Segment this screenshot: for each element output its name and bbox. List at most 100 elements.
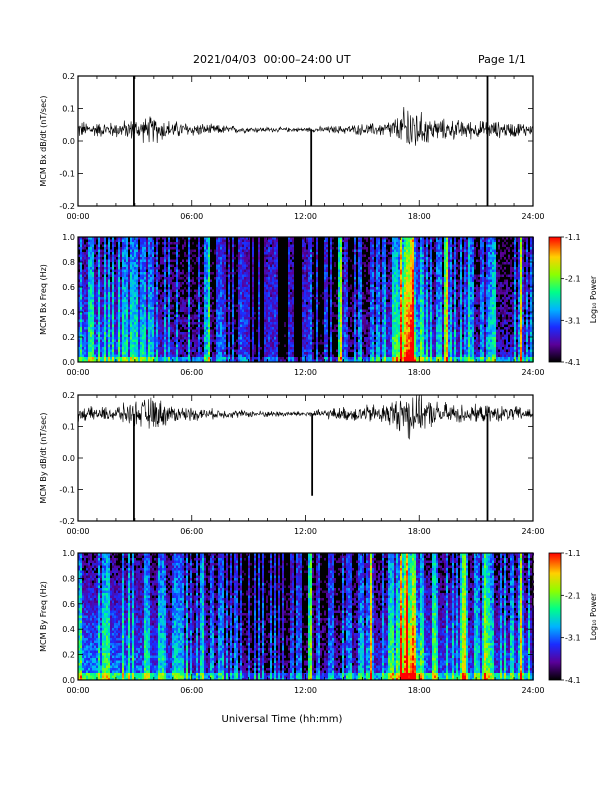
spectrogram-cell <box>126 324 128 327</box>
spectrogram-cell <box>90 264 92 267</box>
spectrogram-cell <box>116 299 118 302</box>
spectrogram-cell <box>276 237 278 240</box>
spectrogram-cell <box>240 272 242 275</box>
spectrogram-cell <box>192 337 194 340</box>
spectrogram-cell <box>320 357 322 360</box>
spectrogram-cell <box>106 327 108 330</box>
spectrogram-cell <box>240 277 242 280</box>
spectrogram-cell <box>158 289 160 292</box>
spectrogram-cell <box>240 289 242 292</box>
spectrogram-cell <box>150 342 152 345</box>
spectrogram-cell <box>164 259 166 262</box>
spectrogram-cell <box>110 319 112 322</box>
spectrogram-cell <box>150 254 152 257</box>
spectrogram-cell <box>142 314 144 317</box>
spectrogram-cell <box>154 334 156 337</box>
spectrogram-cell <box>222 339 224 342</box>
spectrogram-cell <box>242 259 244 262</box>
spectrogram-cell <box>264 274 266 277</box>
spectrogram-cell <box>248 264 250 267</box>
spectrogram-cell <box>184 252 186 255</box>
spectrogram-cell <box>94 299 96 302</box>
spectrogram-cell <box>224 237 226 240</box>
spectrogram-cell <box>304 347 306 350</box>
spectrogram-cell <box>198 349 200 352</box>
spectrogram-cell <box>258 332 260 335</box>
spectrogram-cell <box>338 327 340 330</box>
spectrogram-cell <box>198 294 200 297</box>
spectrogram-cell <box>278 357 280 360</box>
spectrogram-cell <box>110 294 112 297</box>
spectrogram-cell <box>114 352 116 355</box>
spectrogram-cell <box>268 352 270 355</box>
spectrogram-cell <box>304 279 306 282</box>
spectrogram-cell <box>146 249 148 252</box>
spectrogram-cell <box>158 324 160 327</box>
spectrogram-cell <box>128 292 130 295</box>
spectrogram-cell <box>110 339 112 342</box>
spectrogram-cell <box>126 282 128 285</box>
spectrogram-cell <box>246 307 248 310</box>
spectrogram-cell <box>242 347 244 350</box>
spectrogram-cell <box>266 274 268 277</box>
spectrogram-cell <box>238 294 240 297</box>
spectrogram-cell <box>208 274 210 277</box>
spectrogram-cell <box>94 287 96 290</box>
spectrogram-cell <box>252 259 254 262</box>
spectrogram-cell <box>86 339 88 342</box>
spectrogram-cell <box>268 269 270 272</box>
spectrogram-cell <box>176 294 178 297</box>
spectrogram-cell <box>330 239 332 242</box>
spectrogram-cell <box>100 284 102 287</box>
spectrogram-cell <box>118 254 120 257</box>
spectrogram-cell <box>224 327 226 330</box>
spectrogram-cell <box>194 282 196 285</box>
spectrogram-cell <box>274 287 276 290</box>
spectrogram-cell <box>292 309 294 312</box>
spectrogram-cell <box>222 322 224 325</box>
spectrogram-cell <box>204 359 206 362</box>
spectrogram-cell <box>188 237 190 240</box>
spectrogram-cell <box>82 327 84 330</box>
spectrogram-cell <box>126 242 128 245</box>
spectrogram-cell <box>102 272 104 275</box>
spectrogram-cell <box>128 309 130 312</box>
spectrogram-cell <box>130 284 132 287</box>
spectrogram-cell <box>288 279 290 282</box>
spectrogram-cell <box>82 237 84 240</box>
spectrogram-cell <box>168 282 170 285</box>
spectrogram-cell <box>148 352 150 355</box>
spectrogram-cell <box>222 287 224 290</box>
spectrogram-cell <box>330 292 332 295</box>
spectrogram-cell <box>338 354 340 357</box>
spectrogram-cell <box>240 252 242 255</box>
spectrogram-cell <box>82 359 84 362</box>
spectrogram-cell <box>146 342 148 345</box>
spectrogram-cell <box>134 334 136 337</box>
spectrogram-cell <box>152 274 154 277</box>
spectrogram-cell <box>120 274 122 277</box>
spectrogram-cell <box>334 302 336 305</box>
spectrogram-cell <box>330 279 332 282</box>
spectrogram-cell <box>98 257 100 260</box>
spectrogram-cell <box>82 349 84 352</box>
spectrogram-cell <box>126 339 128 342</box>
spectrogram-cell <box>316 329 318 332</box>
spectrogram-cell <box>100 309 102 312</box>
spectrogram-cell <box>144 282 146 285</box>
spectrogram-cell <box>306 279 308 282</box>
spectrogram-cell <box>178 322 180 325</box>
spectrogram-cell <box>124 294 126 297</box>
spectrogram-cell <box>228 337 230 340</box>
spectrogram-cell <box>92 339 94 342</box>
spectrogram-cell <box>152 242 154 245</box>
spectrogram-cell <box>312 337 314 340</box>
spectrogram-cell <box>302 334 304 337</box>
spectrogram-cell <box>220 264 222 267</box>
spectrogram-cell <box>322 297 324 300</box>
spectrogram-cell <box>144 242 146 245</box>
spectrogram-cell <box>176 284 178 287</box>
spectrogram-cell <box>198 317 200 320</box>
spectrogram-cell <box>98 272 100 275</box>
spectrogram-cell <box>252 359 254 362</box>
